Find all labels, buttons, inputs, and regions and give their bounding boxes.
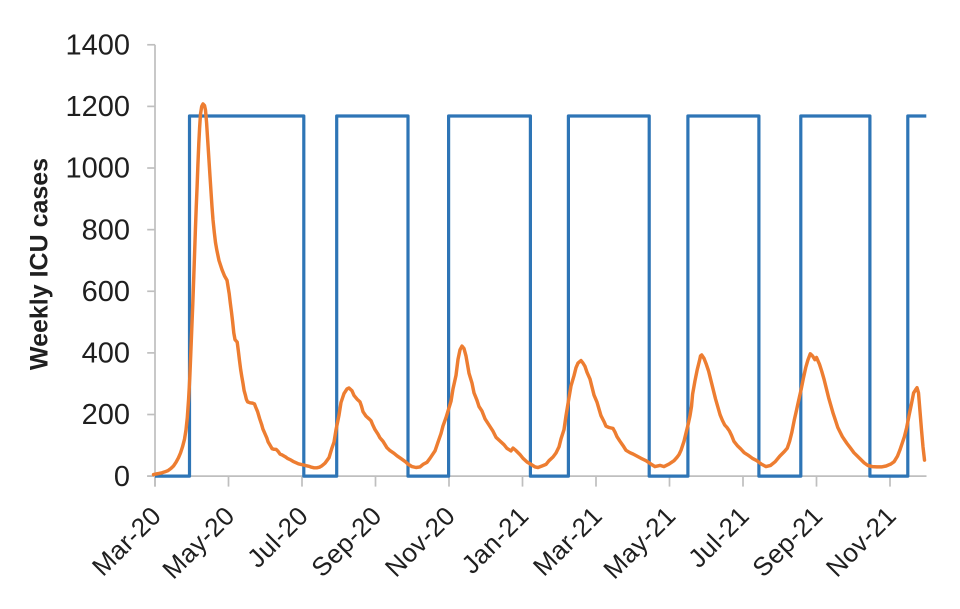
svg-text:1400: 1400 [65, 29, 130, 61]
svg-text:800: 800 [82, 214, 130, 246]
svg-text:1000: 1000 [65, 153, 130, 185]
svg-text:400: 400 [82, 338, 130, 370]
svg-text:200: 200 [82, 399, 130, 431]
svg-text:0: 0 [114, 461, 130, 493]
svg-text:Weekly ICU cases: Weekly ICU cases [25, 158, 53, 370]
svg-text:600: 600 [82, 276, 130, 308]
svg-text:1200: 1200 [65, 91, 130, 123]
